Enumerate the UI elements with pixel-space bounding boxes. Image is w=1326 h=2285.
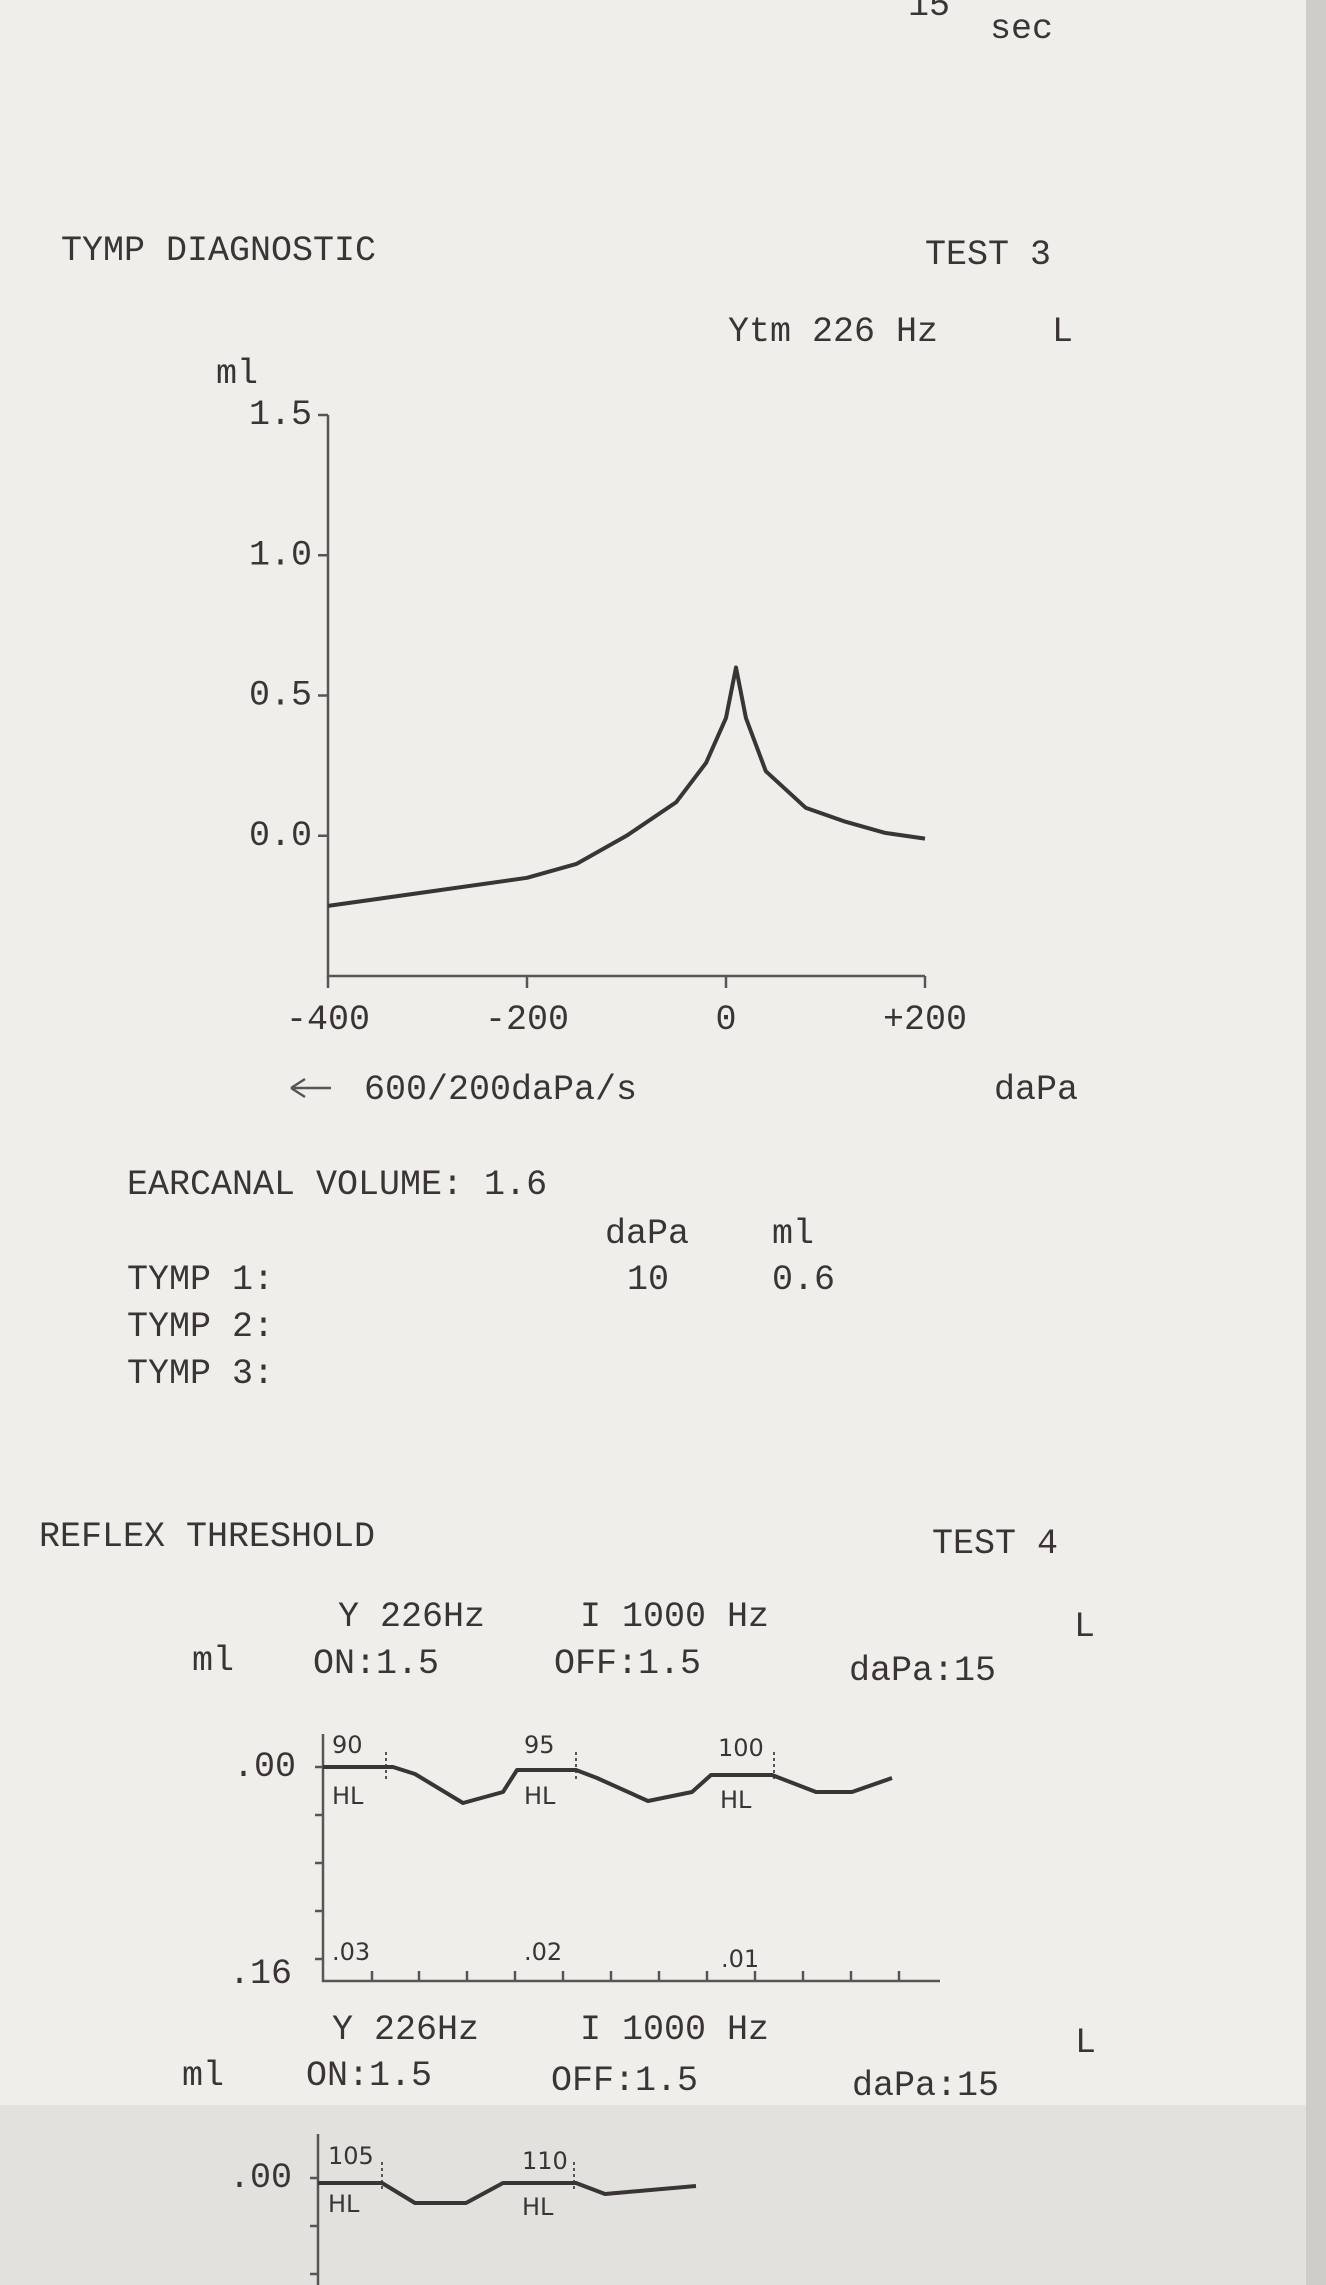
hl: HL <box>524 1782 556 1810</box>
level: 90 <box>332 1731 363 1759</box>
y-tick-label: 0.0 <box>249 816 312 856</box>
stimulus: I 1000 Hz <box>580 2010 769 2050</box>
header-number: 15 <box>908 0 950 26</box>
header-unit: sec <box>990 9 1053 49</box>
edge <box>1306 0 1326 2285</box>
annotation: 600/200daPa/s <box>364 1070 637 1110</box>
on: ON:1.5 <box>306 2056 432 2096</box>
test-label: TEST 4 <box>932 1524 1058 1564</box>
col-header: ml <box>772 1214 814 1254</box>
ear: L <box>1052 312 1073 352</box>
marker <box>381 2162 575 2192</box>
hl: HL <box>522 2193 554 2221</box>
off: OFF:1.5 <box>551 2061 698 2101</box>
unit: ml <box>192 1641 234 1681</box>
cell: 0.6 <box>772 1260 835 1300</box>
hl: HL <box>328 2190 360 2218</box>
ear: L <box>1074 1607 1095 1647</box>
axes <box>315 1734 940 1983</box>
row-label: TYMP 3: <box>127 1354 274 1394</box>
col-header: daPa <box>605 1214 689 1254</box>
axis-label: .16 <box>229 1954 292 1994</box>
test-label: TEST 3 <box>925 235 1051 275</box>
volume: EARCANAL VOLUME: 1.6 <box>127 1165 547 1205</box>
section-title: REFLEX THRESHOLD <box>39 1517 375 1557</box>
y-tick-label: 0.5 <box>249 676 312 716</box>
y-axis-label: ml <box>216 354 258 394</box>
x-tick-label: +200 <box>883 1000 967 1040</box>
row-label: TYMP 1: <box>127 1260 274 1300</box>
ear: L <box>1075 2023 1096 2063</box>
axes <box>310 2134 320 2285</box>
unit: ml <box>182 2056 224 2096</box>
level: 110 <box>522 2147 568 2175</box>
amplitude: .01 <box>721 1945 759 1973</box>
level: 100 <box>718 1734 764 1762</box>
tymp-curve <box>327 665 926 908</box>
dapa: daPa:15 <box>852 2066 999 2106</box>
x-tick-label: -400 <box>286 1000 370 1040</box>
level: 105 <box>328 2142 374 2170</box>
x-axis-label: daPa <box>994 1070 1078 1110</box>
hl: HL <box>332 1782 364 1810</box>
cell: 10 <box>627 1260 669 1300</box>
axis-label: .00 <box>229 2158 292 2198</box>
stimulus: I 1000 Hz <box>580 1597 769 1637</box>
x-tick-label: 0 <box>715 1000 736 1040</box>
off: OFF:1.5 <box>554 1644 701 1684</box>
hl: HL <box>720 1786 752 1814</box>
probe: Y 226Hz <box>332 2010 479 2050</box>
x-tick-label: -200 <box>485 1000 569 1040</box>
row-label: TYMP 2: <box>127 1307 274 1347</box>
amplitude: .02 <box>524 1938 562 1966</box>
level: 95 <box>524 1731 555 1759</box>
dapa: daPa:15 <box>849 1651 996 1691</box>
on: ON:1.5 <box>313 1644 439 1684</box>
section-title: TYMP DIAGNOSTIC <box>61 231 376 271</box>
y-tick-label: 1.0 <box>249 535 312 575</box>
axis-label: .00 <box>233 1747 296 1787</box>
reflex-trace <box>318 2181 697 2205</box>
amplitude: .03 <box>332 1938 370 1966</box>
reflex-trace <box>323 1765 893 1805</box>
arrow <box>290 1077 331 1099</box>
y-tick-label: 1.5 <box>249 395 312 435</box>
probe: Ytm 226 Hz <box>728 312 938 352</box>
fold-shade <box>0 2105 1326 2285</box>
probe: Y 226Hz <box>338 1597 485 1637</box>
tympanogram: ml 600/200daPa/s daPa 1.5 1.0 0.5 0.0 -400 -2… <box>216 354 1078 1110</box>
